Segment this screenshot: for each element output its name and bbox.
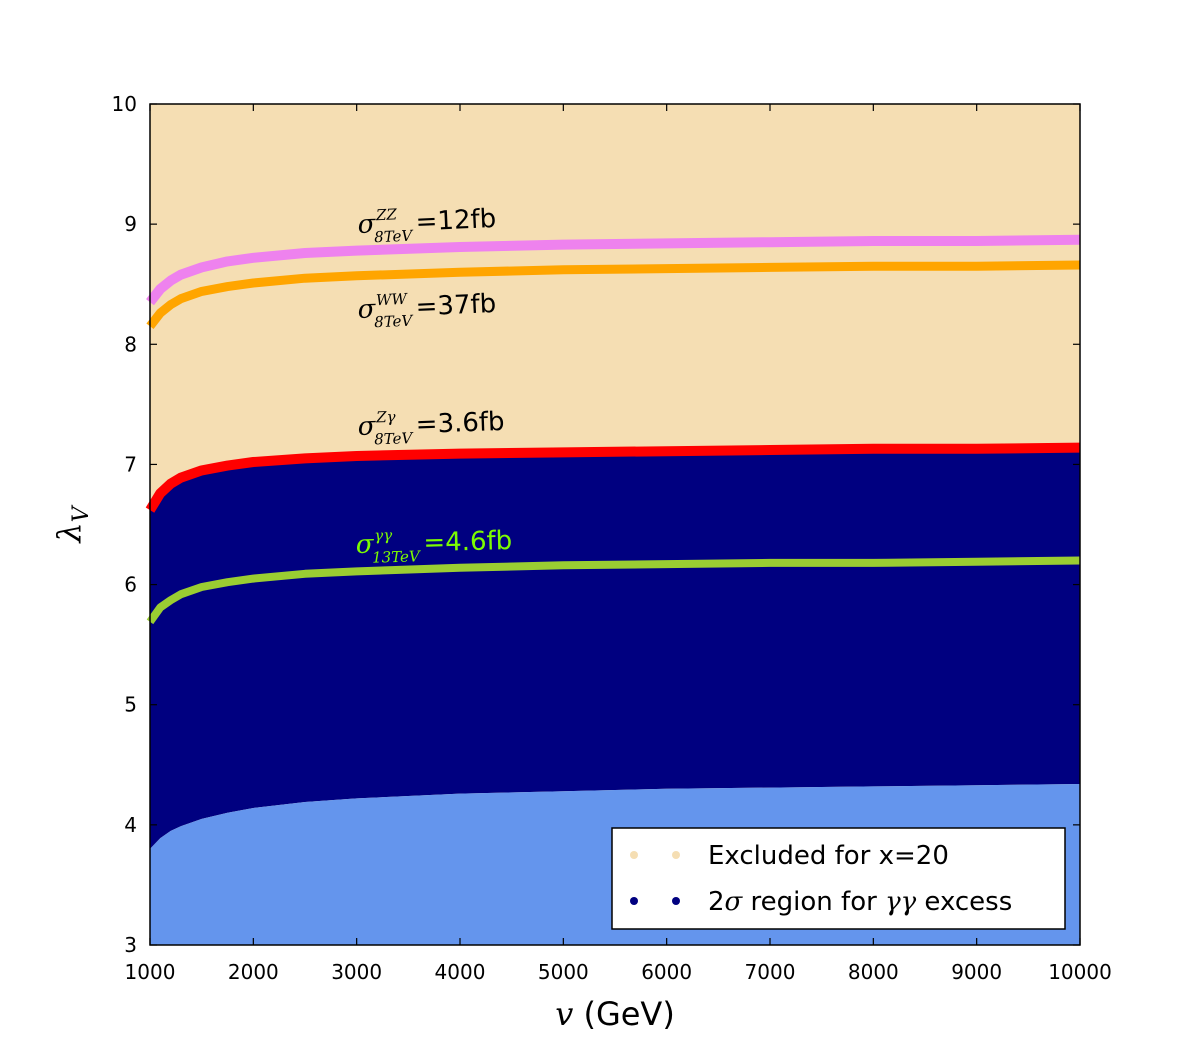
x-tick-label: 7000 (745, 960, 796, 984)
legend-marker-dot (630, 897, 638, 905)
plot-frame (149, 103, 1081, 946)
y-tick-label: 9 (124, 212, 137, 236)
curve-sigma_WW_8TeV_37fb (146, 260, 1081, 330)
x-tick-label: 6000 (641, 960, 692, 984)
x-tick-label: 3000 (331, 960, 382, 984)
curve-label-sigma_WW_8TeV_37fb: σWW8TeV=37fb (357, 286, 497, 332)
curve-label-text: σγγ13TeV =4.6fb (355, 523, 512, 567)
curve-label-text: σZγ8TeV =3.6fb (357, 404, 505, 449)
y-tick-label: 8 (124, 332, 137, 356)
x-tick-label: 4000 (435, 960, 486, 984)
legend-label: 2σ region for γγ excess (708, 887, 1012, 917)
x-tick-label: 10000 (1048, 960, 1112, 984)
curve-label-text: σZZ8TeV=12fb (357, 201, 497, 247)
y-tick-label: 3 (124, 933, 137, 957)
axes: 1000 2000 3000 4000 5000 6000 7000 8000 9000 1000… (50, 92, 1112, 1033)
x-tick-label: 2000 (228, 960, 279, 984)
curve-label-text: σWW8TeV=37fb (357, 286, 497, 332)
curve-label-sigma_ZZ_8TeV_12fb: σZZ8TeV=12fb (357, 201, 497, 247)
curve-sigma_gammagamma_13TeV_4.6fb (146, 556, 1081, 625)
y-axis-title: λV (50, 504, 94, 544)
curve-sigma_Zgamma_8TeV_3.6fb (145, 442, 1081, 513)
legend-marker-dot (630, 851, 638, 859)
x-axis-title: v (GeV) (555, 995, 675, 1033)
curve-label-sigma_Zgamma_8TeV_3.6fb: σZγ8TeV =3.6fb (357, 404, 505, 449)
legend: Excluded for x=20 2σ region for γγ excess (611, 827, 1066, 930)
y-tick-label: 10 (112, 92, 137, 116)
annotations: σZZ8TeV=12fb σWW8TeV=37fb σZγ8TeV =3.6fb σγγ… (355, 201, 512, 567)
curve-sigma_ZZ_8TeV_12fb (146, 234, 1081, 306)
y-tick-label: 4 (124, 813, 137, 837)
x-tick-label: 9000 (951, 960, 1002, 984)
legend-label: Excluded for x=20 (708, 841, 949, 871)
y-tick-label: 7 (124, 452, 137, 476)
y-tick-label: 5 (124, 693, 137, 717)
two-sigma-region (150, 447, 1080, 849)
x-tick-label: 8000 (848, 960, 899, 984)
legend-box (611, 827, 1066, 930)
curves (145, 234, 1081, 625)
y-tick-label: 6 (124, 573, 137, 597)
plot-area (150, 104, 1080, 945)
x-tick-label: 5000 (538, 960, 589, 984)
legend-marker-dot (672, 851, 680, 859)
curve-label-sigma_gammagamma_13TeV_4.6fb: σγγ13TeV =4.6fb (355, 523, 512, 567)
legend-marker-dot (672, 897, 680, 905)
x-tick-label: 1000 (125, 960, 176, 984)
